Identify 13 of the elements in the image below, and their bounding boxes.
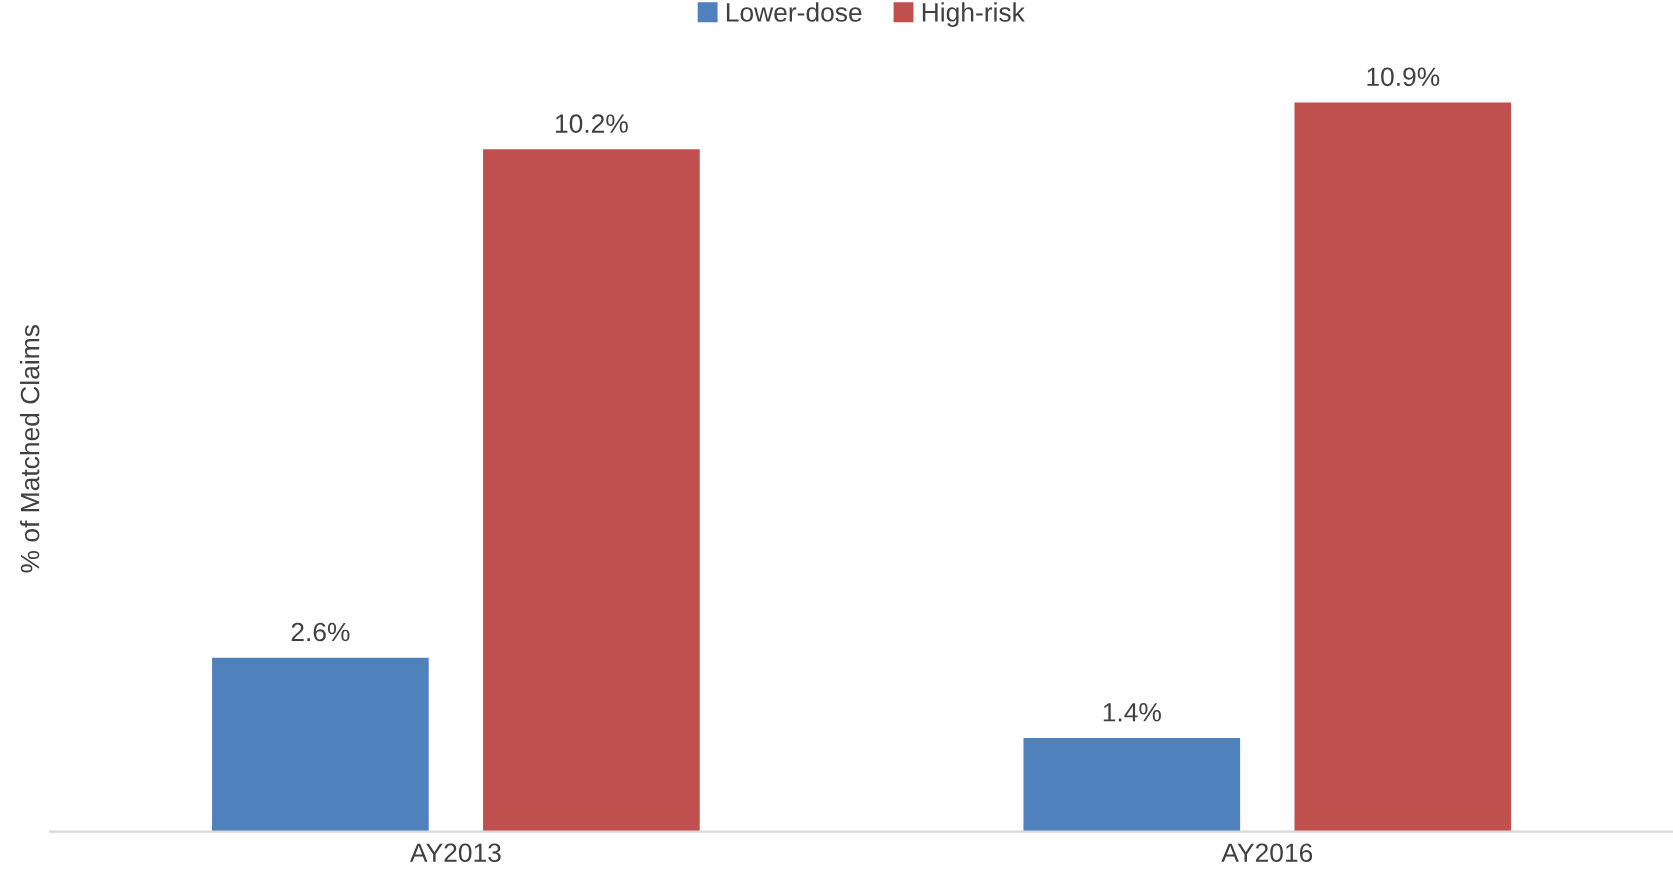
data-label: 10.9% <box>1367 67 1440 87</box>
data-label: 2.6% <box>291 622 350 642</box>
bar <box>212 657 429 832</box>
legend-label: Lower-dose <box>726 2 862 22</box>
x-tick-label: AY2016 <box>1221 843 1313 863</box>
bar <box>483 149 700 832</box>
x-tick-label: AY2013 <box>409 843 501 863</box>
legend-label: High-risk <box>922 2 1025 27</box>
data-label: 1.4% <box>1103 703 1161 722</box>
data-label: 10.2% <box>556 114 628 133</box>
y-axis-title: % of Matched Claims <box>20 325 40 573</box>
bar <box>1023 737 1241 832</box>
bar <box>1294 102 1512 832</box>
